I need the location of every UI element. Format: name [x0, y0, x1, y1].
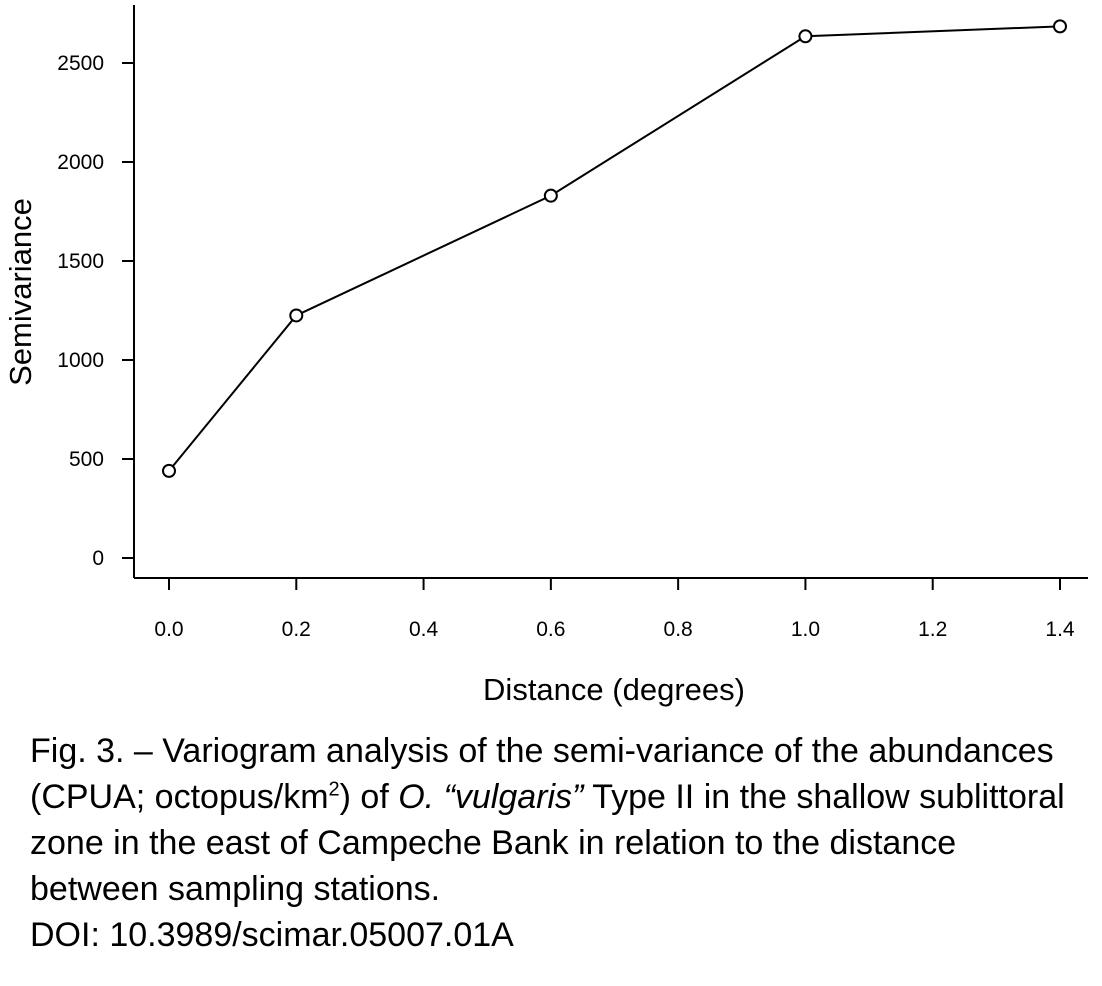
x-tick-label: 1.2	[918, 618, 947, 641]
x-tick-label: 0.4	[409, 618, 439, 641]
x-tick-label: 0.0	[154, 618, 183, 641]
data-point	[289, 308, 304, 323]
series-line	[168, 25, 1061, 472]
caption-suffix: Type II in the shallow sublittoral zone …	[30, 778, 1065, 908]
x-tick-label: 0.2	[282, 618, 311, 641]
caption-species: O. “vulgaris”	[398, 778, 584, 816]
y-tick-label: 2000	[57, 151, 104, 174]
y-tick-label: 1500	[57, 250, 104, 273]
x-axis-title: Distance (degrees)	[483, 672, 745, 707]
y-tick-label: 2500	[57, 52, 104, 75]
caption-text: Fig. 3. – Variogram analysis of the semi…	[30, 728, 1090, 912]
caption-prefix: Fig. 3. – Variogram analysis of the semi…	[30, 732, 1054, 816]
y-axis-title: Semivariance	[3, 198, 38, 386]
x-tick-label: 1.0	[791, 618, 820, 641]
y-tick-label: 0	[92, 547, 104, 570]
figure-caption: Fig. 3. – Variogram analysis of the semi…	[30, 728, 1090, 958]
y-tick-label: 500	[69, 448, 104, 471]
x-tick-label: 0.6	[536, 618, 565, 641]
plot-area	[162, 19, 1067, 478]
data-point	[162, 463, 176, 478]
x-tick-label: 1.4	[1045, 618, 1075, 641]
y-tick-label: 1000	[57, 349, 104, 372]
data-point	[1053, 19, 1067, 34]
caption-doi: DOI: 10.3989/scimar.05007.01A	[30, 916, 514, 954]
x-tick-label: 0.8	[664, 618, 693, 641]
data-point	[543, 188, 558, 203]
caption-middle: ) of	[339, 778, 399, 816]
variogram-chart: 0 500 1000 1500 2000 2500 0.0 0.2 0.4 0.6 0.8 1.0 1.…	[3, 5, 1088, 707]
data-point	[798, 29, 813, 44]
caption-superscript: 2	[328, 778, 340, 801]
axes: 0 500 1000 1500 2000 2500 0.0 0.2 0.4 0.6 0.8 1.0 1.…	[57, 5, 1088, 641]
